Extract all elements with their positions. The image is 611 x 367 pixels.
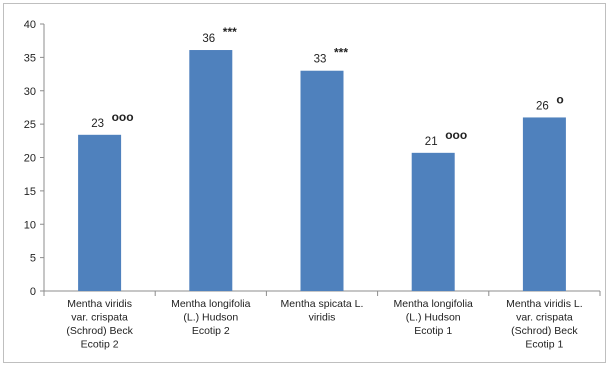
x-category-label-line: Mentha spicata L. bbox=[281, 298, 364, 310]
x-category-label-line: Ecotip 2 bbox=[192, 325, 230, 337]
significance-mark: ooo bbox=[445, 128, 467, 142]
y-tick-label: 5 bbox=[30, 253, 36, 265]
y-tick-label: 10 bbox=[24, 219, 36, 231]
x-category-label-line: Mentha longifolia bbox=[394, 298, 474, 310]
y-tick-label: 40 bbox=[24, 19, 36, 31]
x-category-label: Mentha viridis var. crispata (Schrod) Beck… bbox=[66, 298, 133, 351]
y-tick-label: 15 bbox=[24, 186, 36, 198]
bar bbox=[189, 50, 233, 291]
x-category-label-line: var. crispata bbox=[516, 312, 573, 324]
x-category-label-line: viridis bbox=[309, 312, 336, 324]
x-category-label-line: Ecotip 1 bbox=[414, 325, 452, 337]
data-label: 21 bbox=[425, 136, 438, 148]
x-category-label: Mentha longifolia (L.) Hudson Ecotip 2 bbox=[171, 298, 251, 337]
significance-mark: ooo bbox=[112, 110, 134, 124]
x-category-label-line: (L.) Hudson bbox=[183, 312, 238, 324]
significance-mark: o bbox=[556, 92, 563, 106]
x-category-label: Mentha longifolia (L.) Hudson Ecotip 1 bbox=[394, 298, 474, 337]
bar bbox=[78, 134, 122, 291]
data-label: 23 bbox=[91, 118, 104, 130]
bar bbox=[411, 152, 455, 291]
bar bbox=[522, 117, 566, 291]
y-tick-label: 25 bbox=[24, 119, 36, 131]
x-category-label-line: (Schrod) Beck bbox=[511, 325, 578, 337]
x-category-label-line: (Schrod) Beck bbox=[66, 325, 133, 337]
x-category-label-line: Mentha viridis bbox=[67, 298, 132, 310]
y-tick-label: 20 bbox=[24, 153, 36, 165]
data-label: 26 bbox=[536, 100, 549, 112]
x-category-label-line: var. crispata bbox=[71, 312, 128, 324]
x-category-label-line: Ecotip 1 bbox=[525, 339, 563, 351]
significance-mark: *** bbox=[223, 25, 237, 39]
bar bbox=[300, 70, 344, 291]
y-tick-label: 30 bbox=[24, 86, 36, 98]
x-category-label: Mentha spicata L. viridis bbox=[281, 298, 364, 324]
y-tick-label: 35 bbox=[24, 52, 36, 64]
data-label: 36 bbox=[202, 33, 215, 45]
x-category-label: Mentha viridis L. var. crispata (Schrod) B… bbox=[506, 298, 582, 351]
y-tick-label: 0 bbox=[30, 286, 36, 298]
x-category-label-line: (L.) Hudson bbox=[406, 312, 461, 324]
data-label: 33 bbox=[314, 54, 327, 66]
x-category-label-line: Ecotip 2 bbox=[81, 339, 119, 351]
significance-mark: *** bbox=[334, 46, 348, 60]
x-category-label-line: Mentha longifolia bbox=[171, 298, 251, 310]
x-category-label-line: Mentha viridis L. bbox=[506, 298, 582, 310]
